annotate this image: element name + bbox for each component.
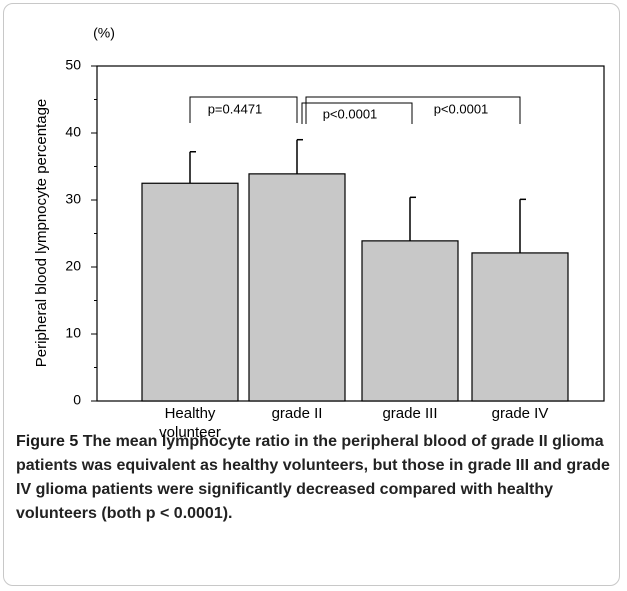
annotation: p<0.0001: [434, 101, 489, 116]
bracket: [189, 96, 298, 123]
y-tick-label: 0: [73, 392, 81, 408]
y-tick-label: 30: [65, 191, 81, 207]
caption-label: Figure 5: [16, 433, 79, 450]
y-tick-label: 50: [65, 57, 81, 73]
caption-text: The mean lymphocyte ratio in the periphe…: [16, 433, 610, 522]
x-tick-label: grade IV: [491, 405, 549, 422]
y-tick-label: 10: [65, 325, 81, 341]
annotation: p=0.4471: [208, 101, 263, 116]
annotation: p<0.0001: [323, 106, 378, 121]
bracket: [305, 96, 521, 124]
bar: [248, 173, 346, 402]
y-tick-label: 40: [65, 124, 81, 140]
bar: [471, 252, 569, 402]
y-axis-label: Peripheral blood lympnocyte percentage: [33, 99, 50, 368]
bar: [361, 240, 459, 402]
y-tick-label: 20: [65, 258, 81, 274]
x-tick-label: Healthy volunteer: [159, 405, 221, 441]
x-tick-label: grade II: [271, 405, 323, 422]
figure-frame: [3, 3, 620, 586]
y-unit: (%): [93, 25, 115, 41]
bar: [141, 182, 239, 402]
caption: Figure 5 The mean lymphocyte ratio in th…: [16, 430, 612, 526]
bracket: [301, 102, 413, 124]
x-tick-label: grade III: [382, 405, 438, 422]
chart: (%) Peripheral blood lympnocyte percenta…: [33, 25, 605, 408]
significance-brackets: [189, 96, 521, 124]
